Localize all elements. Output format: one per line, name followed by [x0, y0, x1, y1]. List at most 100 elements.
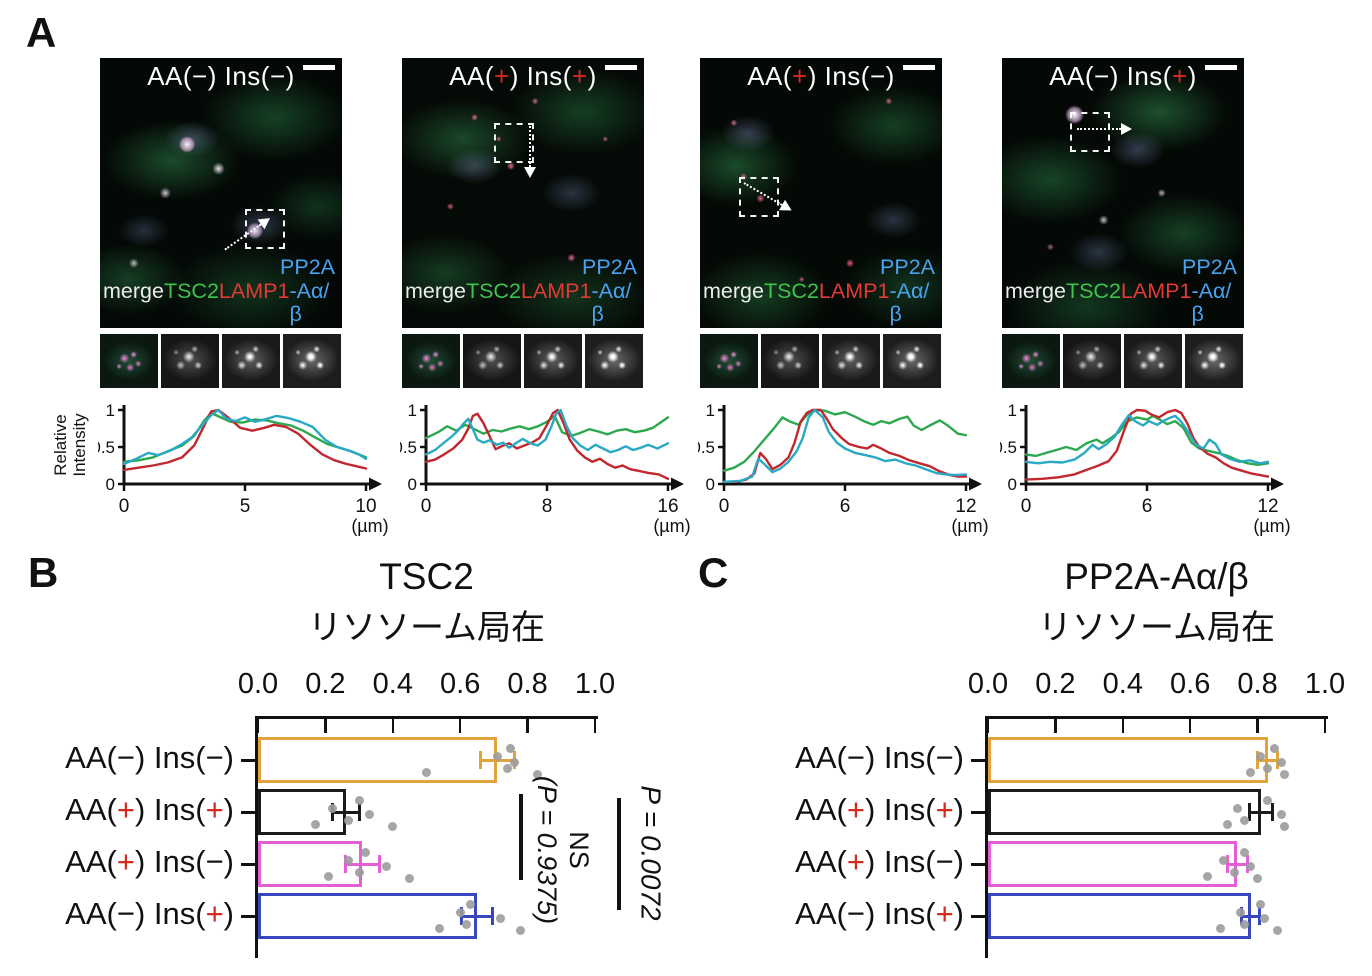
category-tick-mark — [241, 914, 255, 918]
scale-bar — [903, 65, 935, 70]
category-label: AA(−) Ins(+) — [20, 896, 234, 932]
chart-title-line1: TSC2 — [379, 556, 474, 597]
label-aa-prefix: AA( — [747, 61, 793, 91]
data-point-dot — [361, 847, 371, 857]
ins-sign: + — [571, 61, 588, 91]
x-axis-tick-mark — [526, 719, 529, 733]
y-tick-label: 1 — [1008, 401, 1017, 420]
error-bar — [332, 810, 360, 814]
legend-line2: merge TSC2 LAMP1 -Aα/β — [1005, 278, 1241, 326]
legend-tsc2-label: TSC2 — [763, 278, 819, 303]
y-axis-line — [985, 716, 988, 958]
inset-row — [402, 334, 644, 388]
data-point-dot — [388, 821, 398, 831]
category-tick-mark — [971, 862, 985, 866]
inset-merge — [1002, 334, 1060, 388]
data-point-dot — [492, 751, 502, 761]
label-suffix: ) — [953, 792, 964, 827]
y-tick-label: 1 — [706, 401, 715, 420]
legend-tsc2-label: TSC2 — [1065, 278, 1121, 303]
label-mid: ) Ins( — [864, 896, 936, 931]
y-tick-label: 0 — [1008, 475, 1017, 494]
legend-line2: merge TSC2 LAMP1 -Aα/β — [703, 278, 939, 326]
data-point-dot — [533, 769, 543, 779]
profile-series-lamp1 — [122, 408, 368, 472]
category-label: AA(+) Ins(+) — [20, 792, 234, 828]
label-aa-prefix: AA( — [795, 792, 847, 827]
data-point-dot — [1229, 867, 1239, 877]
profile-plot: 0 0.5 1 0 6 12(µm) — [993, 401, 1290, 536]
data-point-dot — [327, 803, 337, 813]
error-bar — [1249, 810, 1273, 814]
data-point-dot — [502, 763, 512, 773]
channel-legend: PP2A merge TSC2 LAMP1 -Aα/β — [1005, 256, 1241, 326]
scale-bar — [605, 65, 637, 70]
x-axis-tick-mark — [1188, 719, 1192, 733]
profile-series-pp2a-a- — [1024, 414, 1270, 465]
label-mid: ) Ins( — [509, 61, 572, 91]
panel-b: B TSC2 リソソーム局在 0.0 0.2 0.4 0.6 0.8 1.0 AA(−) Ins(… — [20, 548, 690, 976]
inset-lamp1 — [524, 334, 582, 388]
x-axis-tick-mark — [1054, 719, 1057, 733]
data-point-dot — [509, 757, 519, 767]
fluorescence-image: AA(+) Ins(−) PP2A merge TSC2 LAMP1 -Aα/β — [700, 58, 942, 328]
x-axis-line — [256, 716, 598, 719]
x-axis-tick-mark — [324, 719, 327, 733]
x-axis-tick-label: 1.0 — [574, 668, 616, 700]
label-suffix: ) — [223, 896, 234, 931]
inset-pp2a — [585, 334, 643, 388]
ins-sign: − — [205, 844, 224, 879]
chart-title-line2: リソソーム局在 — [1038, 609, 1275, 647]
legend-merge-label: merge — [405, 278, 466, 303]
label-mid: ) Ins( — [134, 844, 206, 879]
error-bar — [345, 862, 380, 866]
x-tick-label: 10 — [355, 496, 376, 517]
data-point-dot — [1276, 757, 1286, 767]
profile-wrapper: 0 0.5 1 0 6 12(µm) — [993, 398, 1292, 542]
x-tick-label: 0 — [1021, 496, 1032, 517]
panel-b-letter: B — [28, 549, 59, 596]
data-point-dot — [310, 819, 320, 829]
profile-series-tsc2 — [722, 408, 968, 472]
legend-tsc2-label: TSC2 — [163, 278, 219, 303]
data-point-dot — [364, 809, 374, 819]
data-point-dot — [344, 815, 354, 825]
legend-lamp1-label: LAMP1 — [218, 278, 290, 303]
x-axis-tick-label: 0.0 — [967, 668, 1009, 700]
label-aa-prefix: AA( — [795, 844, 847, 879]
error-bar-cap — [357, 803, 361, 821]
panel-a-group-2: AA(+) Ins(+)PP2AmergeTSC2LAMP1-Aα/β00.51… — [393, 58, 691, 548]
ins-sign: + — [1171, 61, 1188, 91]
profile-plot: 0 0.5 1 0 6 12(µm) — [691, 401, 988, 536]
significance-bracket-ns — [519, 794, 523, 880]
bar — [258, 737, 498, 783]
x-tick-label: 0 — [421, 496, 432, 517]
profile-plot: 0 0.5 1 0 8 16(µm) — [393, 401, 690, 536]
legend-pp2a-line1: PP2A — [1182, 255, 1237, 280]
error-bar-cap — [490, 907, 494, 925]
label-suffix: ) — [953, 896, 964, 931]
x-axis-unit-label: (µm) — [951, 516, 988, 536]
inset-pp2a — [883, 334, 941, 388]
label-suffix: ) — [885, 61, 895, 91]
data-point-dot — [1239, 919, 1249, 929]
profile-series-pp2a-a- — [424, 408, 670, 456]
inset-tsc2 — [161, 334, 219, 388]
x-axis-tick-mark — [1256, 719, 1259, 733]
x-tick-label: 0 — [719, 496, 730, 517]
data-point-dot — [1256, 899, 1266, 909]
x-axis-tick-label: 0.4 — [1102, 668, 1143, 700]
data-point-dot — [1239, 815, 1249, 825]
data-point-dot — [1222, 819, 1232, 829]
error-bar — [1227, 862, 1248, 866]
legend-pp2a-line2: -Aα/β — [1191, 278, 1232, 326]
roi-box — [738, 176, 779, 217]
image-title: AA(−) Ins(−) — [100, 61, 342, 92]
legend-pp2a-line2: -Aα/β — [591, 278, 632, 326]
data-point-dot — [1276, 809, 1286, 819]
label-suffix: ) — [953, 844, 964, 879]
data-point-dot — [1232, 803, 1242, 813]
label-suffix: ) — [223, 740, 234, 775]
ns-pvalue-label: (P = 0.9375) — [532, 775, 562, 925]
